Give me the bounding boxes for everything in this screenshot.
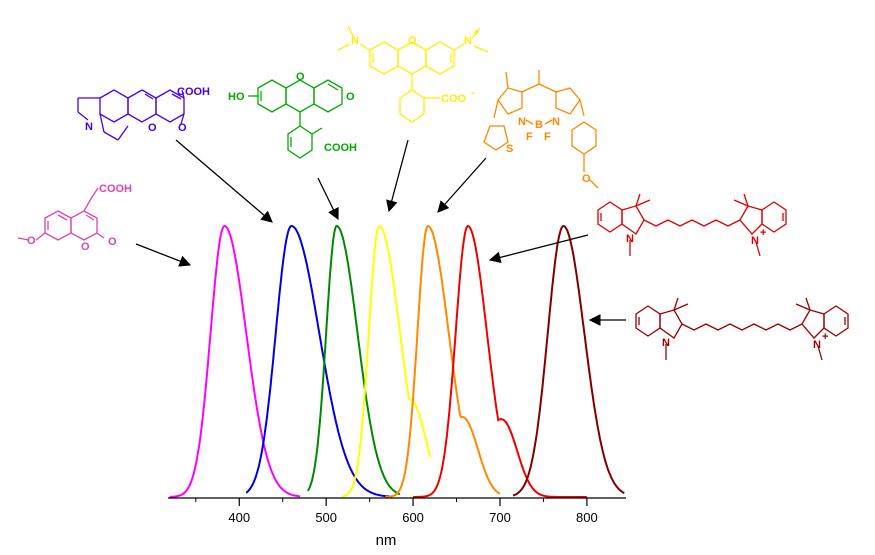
x-axis-title: nm (376, 532, 397, 549)
molecule-cy5 (597, 193, 787, 257)
molecule-coumarin-343-labels: COOH N O O (85, 86, 210, 134)
spectrum-line-4 (341, 224, 432, 498)
mol1-o-carbonyl: O (108, 236, 117, 248)
x-tick-label: 500 (315, 510, 337, 525)
mol5-f-right: F (544, 131, 551, 143)
mol4-coo-minus: - (471, 87, 475, 99)
mol5-n-left: N (518, 116, 526, 128)
mol7-n-left: N (662, 337, 670, 349)
mol2-o-ring: O (148, 122, 157, 134)
mol5-b: B (535, 119, 543, 131)
mol2-o-carbonyl: O (178, 122, 187, 134)
mol2-n: N (85, 121, 93, 133)
mol6-n-right: N (751, 235, 759, 247)
spectrum-line-2 (245, 224, 392, 498)
molecule-coumarin-343 (77, 89, 185, 141)
spectrum-line-1 (169, 224, 301, 498)
mol4-n-plus: + (473, 27, 479, 39)
x-tick-label: 600 (402, 510, 424, 525)
molecule-rhodamine-labels: N O N + COO - (351, 27, 479, 105)
arrow-cy5 (488, 234, 589, 264)
mol3-o-carbonyl: O (346, 91, 355, 103)
x-axis-ticks: 400 500 600 700 800 (195, 498, 598, 525)
mol3-o-ring: O (296, 71, 305, 83)
arrow-rhodamine (386, 139, 409, 213)
mol5-f-left: F (526, 131, 533, 143)
molecule-coumarin-7-methoxy-labels: COOH O O O (27, 183, 132, 253)
mol3-ho: HO (228, 91, 245, 103)
mol2-cooh: COOH (177, 86, 210, 98)
x-tick-label: 700 (489, 510, 511, 525)
spectrum-line-5 (385, 224, 501, 498)
mol3-cooh: COOH (324, 142, 357, 154)
molecule-bodipy (483, 70, 599, 189)
x-axis: 400 500 600 700 800 nm (168, 497, 626, 549)
molecule-cy7 (635, 297, 849, 361)
mol1-o-methoxy: O (27, 235, 36, 247)
spectra-curves (169, 224, 625, 498)
mol1-cooh: COOH (99, 183, 132, 195)
molecule-fluorescein (248, 79, 343, 159)
mol4-o-ring: O (408, 35, 417, 47)
molecule-bodipy-labels: N N B F F S O (506, 116, 591, 185)
mol4-n-left: N (351, 35, 359, 47)
molecule-cy5-labels: N N + (626, 227, 766, 247)
arrow-bodipy (437, 157, 487, 213)
mol4-n-right: N (464, 35, 472, 47)
molecule-fluorescein-labels: HO O O COOH (228, 71, 357, 154)
x-tick-label: 800 (576, 510, 598, 525)
x-tick-label: 400 (228, 510, 250, 525)
arrows (135, 139, 626, 326)
arrow-coumarin-7-methoxy (135, 243, 192, 267)
mol7-n-right: N (813, 339, 821, 351)
spectrum-line-7 (512, 224, 625, 497)
mol4-coo: COO (441, 93, 467, 105)
arrow-fluorescein (317, 177, 339, 221)
mol6-n-plus: + (760, 227, 766, 239)
mol5-n-right: N (552, 116, 560, 128)
arrow-coumarin-343 (175, 139, 273, 223)
mol7-n-plus: + (822, 331, 828, 343)
spectrum-line-3 (307, 224, 401, 496)
spectrum-line-6 (413, 224, 587, 498)
mol1-o-ring: O (81, 241, 90, 253)
mol6-n-left: N (626, 233, 634, 245)
molecule-rhodamine (337, 25, 489, 123)
molecule-cy7-labels: N N + (662, 331, 828, 351)
mol5-o: O (582, 173, 591, 185)
mol5-s: S (506, 143, 513, 155)
molecule-coumarin-7-methoxy (17, 187, 105, 241)
